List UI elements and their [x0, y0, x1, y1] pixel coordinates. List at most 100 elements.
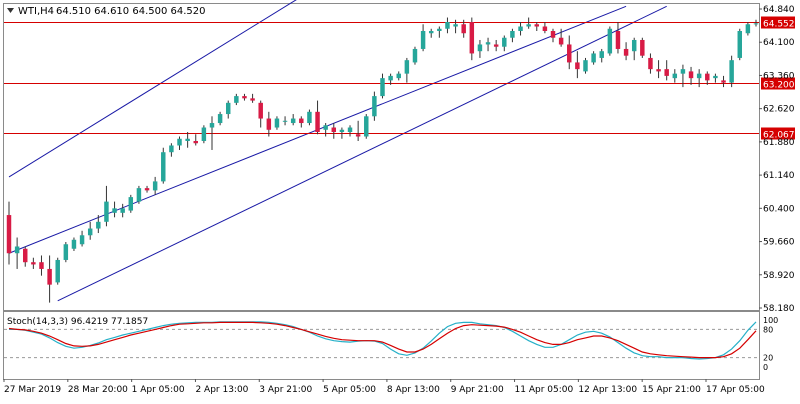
candle-54: [437, 26, 442, 38]
candle-37: [299, 116, 304, 128]
time-tick-label: 9 Apr 21:00: [451, 385, 504, 395]
candle-body: [396, 73, 401, 79]
price-tick-label: 59.660: [763, 238, 795, 248]
candle-body: [104, 201, 109, 222]
candle-11: [87, 221, 93, 240]
candle-body: [583, 60, 588, 72]
candle-body: [79, 235, 85, 245]
candle-92: [745, 22, 751, 36]
candle-2: [14, 237, 20, 269]
price-axis: 64.840 64.100 63.360 62.620 61.880 61.140 60.4…: [759, 5, 795, 314]
candle-body: [591, 53, 596, 63]
hline-label-bg-3: [761, 127, 795, 140]
candle-62: [502, 35, 507, 52]
candle-body: [599, 51, 604, 58]
stoch-label: Stoch(14,3,3) 96.4219 77.1857: [7, 317, 148, 327]
price-tick-label: 63.360: [763, 71, 795, 81]
candle-body: [217, 114, 223, 124]
candle-67: [542, 22, 548, 34]
candle-body: [550, 30, 556, 38]
candle-body: [737, 30, 742, 58]
candle-60: [485, 37, 491, 52]
candle-body: [388, 75, 393, 81]
candle-body: [6, 215, 12, 254]
candle-69: [558, 28, 564, 47]
stoch-signal-line: [8, 321, 757, 359]
candle-51: [412, 46, 418, 65]
candle-26: [209, 116, 215, 150]
stoch-tick-label: 80: [763, 325, 773, 334]
candle-19: [152, 176, 158, 195]
hline-label-1: 64.552: [763, 20, 795, 30]
candle-72: [583, 57, 588, 74]
candle-25: [201, 125, 207, 144]
candle-body: [380, 78, 385, 97]
hline-label-bg-2: [761, 77, 795, 90]
candle-3: [23, 246, 28, 267]
candle-body: [567, 44, 572, 63]
hline-label-bg-1: [761, 16, 795, 29]
channel-line-3: [57, 5, 667, 302]
candle-4: [31, 257, 36, 269]
candle-body: [713, 75, 718, 79]
candle-9: [71, 237, 77, 251]
candle-body: [485, 42, 491, 45]
candle-body: [534, 24, 540, 27]
candle-48: [388, 73, 393, 85]
candle-80: [648, 53, 653, 74]
candle-body: [193, 140, 198, 144]
candle-66: [534, 22, 540, 31]
candle-body: [274, 118, 280, 128]
candle-41: [331, 123, 337, 139]
candle-body: [234, 96, 239, 103]
candle-body: [136, 188, 142, 202]
candle-body: [404, 60, 410, 74]
candle-body: [493, 44, 499, 47]
candle-body: [461, 24, 466, 34]
candle-body: [696, 73, 702, 79]
candle-18: [144, 185, 150, 193]
candle-body: [615, 30, 621, 49]
candle-65: [526, 17, 531, 29]
candle-82: [664, 60, 669, 81]
candle-body: [63, 244, 69, 260]
candle-16: [128, 194, 134, 213]
candle-body: [526, 24, 531, 27]
candle-body: [364, 116, 369, 137]
candle-71: [575, 51, 580, 79]
candle-body: [299, 118, 304, 124]
candle-61: [493, 39, 499, 52]
candle-27: [217, 111, 223, 126]
candle-34: [274, 116, 280, 130]
time-tick-label: 27 Mar 2019: [4, 385, 61, 395]
symbol-label: WTI,H4: [18, 6, 54, 17]
candle-body: [469, 22, 475, 54]
candle-22: [177, 136, 182, 150]
candle-15: [120, 203, 125, 218]
candle-84: [680, 64, 686, 88]
candle-body: [169, 145, 174, 153]
candle-52: [420, 24, 426, 52]
candle-body: [428, 30, 434, 34]
candle-body: [55, 259, 60, 283]
candle-33: [266, 111, 272, 137]
candle-29: [234, 93, 239, 106]
stoch-tick-label: 100: [763, 316, 778, 325]
candle-8: [63, 242, 69, 263]
candle-77: [623, 42, 629, 61]
candle-87: [705, 71, 710, 85]
time-tick-label: 8 Apr 13:00: [387, 385, 440, 395]
stoch-tick-label: 0: [763, 363, 768, 372]
candle-88: [713, 73, 718, 83]
candle-body: [323, 125, 328, 130]
candle-body: [315, 111, 320, 133]
ohlc-readout: 64.510 64.610 64.500 64.520: [56, 6, 206, 17]
candle-body: [648, 57, 653, 70]
candle-body: [250, 98, 255, 101]
candle-body: [477, 44, 483, 52]
chevron-down-icon[interactable]: [7, 8, 14, 13]
candle-57: [461, 19, 466, 38]
candle-body: [705, 73, 710, 81]
